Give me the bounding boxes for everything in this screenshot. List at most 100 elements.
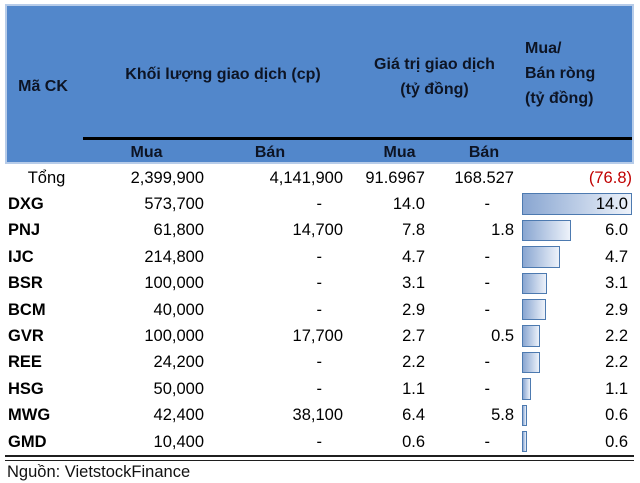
value-sell-cell: - xyxy=(484,247,491,266)
subheader-value-buy: Mua xyxy=(383,144,416,161)
net-bar xyxy=(522,404,527,426)
value-sell-cell: - xyxy=(484,274,491,293)
value-sell-cell: 5.8 xyxy=(491,406,514,425)
volume-buy-cell: 40,000 xyxy=(153,300,204,319)
value-buy-cell: 6.4 xyxy=(402,406,425,425)
net-value: 14.0 xyxy=(595,195,628,214)
net-value: 2.9 xyxy=(605,300,628,319)
value-buy-cell: 91.6967 xyxy=(365,168,425,187)
value-sell-cell: - xyxy=(484,195,491,214)
net-value: 2.2 xyxy=(605,327,628,346)
table-row: PNJ 61,800 14,700 7.8 1.8 6.0 xyxy=(5,218,634,244)
value-buy-cell: 2.9 xyxy=(402,300,425,319)
volume-buy-cell: 10,400 xyxy=(153,432,204,451)
value-sell-cell: - xyxy=(484,379,491,398)
table-row: GMD 10,400 - 0.6 - 0.6 xyxy=(5,429,634,455)
table-row: BCM 40,000 - 2.9 - 2.9 xyxy=(5,297,634,323)
column-header-value-line2: (tỷ đồng) xyxy=(400,81,469,98)
stock-code: GMD xyxy=(8,432,47,451)
net-bar xyxy=(522,246,561,268)
net-value: 1.1 xyxy=(605,379,628,398)
value-buy-cell: 1.1 xyxy=(402,379,425,398)
net-bar xyxy=(522,351,540,374)
value-buy-cell: 4.7 xyxy=(402,247,425,266)
net-cell: 2.2 xyxy=(520,350,634,376)
column-header-net-line3: (tỷ đồng) xyxy=(525,90,594,107)
stock-code: GVR xyxy=(8,327,44,346)
volume-buy-cell: 100,000 xyxy=(144,327,204,346)
stock-code: MWG xyxy=(8,406,51,425)
volume-sell-cell: - xyxy=(316,247,323,266)
column-header-net-group: Mua/ Bán ròng (tỷ đồng) xyxy=(525,36,631,111)
table-row: GVR 100,000 17,700 2.7 0.5 2.2 xyxy=(5,323,634,349)
stock-code: BSR xyxy=(8,274,43,293)
value-sell-cell: 1.8 xyxy=(491,221,514,240)
volume-sell-cell: - xyxy=(316,353,323,372)
net-cell: 0.6 xyxy=(520,403,634,429)
subheader-volume-buy: Mua xyxy=(130,144,163,161)
volume-buy-cell: 573,700 xyxy=(144,195,204,214)
net-cell: 2.9 xyxy=(520,297,634,323)
column-header-net-line1: Mua/ xyxy=(525,40,562,57)
value-sell-cell: 0.5 xyxy=(491,327,514,346)
volume-sell-cell: 4,141,900 xyxy=(269,168,343,187)
table-row: MWG 42,400 38,100 6.4 5.8 0.6 xyxy=(5,403,634,429)
net-value: 4.7 xyxy=(605,247,628,266)
net-cell: 4.7 xyxy=(520,244,634,270)
table-row: REE 24,200 - 2.2 - 2.2 xyxy=(5,350,634,376)
net-cell: 6.0 xyxy=(520,218,634,244)
table-row: DXG 573,700 - 14.0 - 14.0 xyxy=(5,191,634,217)
volume-buy-cell: 100,000 xyxy=(144,274,204,293)
table-body: Tổng 2,399,900 4,141,900 91.6967 168.527… xyxy=(5,165,634,455)
value-buy-cell: 2.7 xyxy=(402,327,425,346)
net-value: 0.6 xyxy=(605,432,628,451)
stock-code: PNJ xyxy=(8,221,41,240)
stock-code: DXG xyxy=(8,195,44,214)
net-value: 2.2 xyxy=(605,353,628,372)
table-bottom-double-rule xyxy=(5,455,634,461)
source-note: Nguồn: VietstockFinance xyxy=(7,463,191,481)
net-bar xyxy=(522,378,531,400)
volume-sell-cell: 17,700 xyxy=(292,327,343,346)
net-bar xyxy=(522,430,527,453)
volume-sell-cell: - xyxy=(316,379,323,398)
net-value: 3.1 xyxy=(605,274,628,293)
volume-sell-cell: - xyxy=(316,300,323,319)
net-bar xyxy=(522,298,546,321)
volume-sell-cell: 38,100 xyxy=(292,406,343,425)
value-buy-cell: 7.8 xyxy=(402,221,425,240)
net-value: 6.0 xyxy=(605,221,628,240)
value-sell-cell: 168.527 xyxy=(454,168,514,187)
stock-code: HSG xyxy=(8,379,44,398)
volume-buy-cell: 214,800 xyxy=(144,247,204,266)
table-row: BSR 100,000 - 3.1 - 3.1 xyxy=(5,271,634,297)
subheader-volume-sell: Bán xyxy=(254,144,286,161)
stock-code: BCM xyxy=(8,300,46,319)
column-header-stock-code: Mã CK xyxy=(18,78,68,95)
volume-buy-cell: 2,399,900 xyxy=(130,168,204,187)
net-cell: 0.6 xyxy=(520,429,634,455)
net-cell: (76.8) xyxy=(520,165,634,191)
volume-buy-cell: 24,200 xyxy=(153,353,204,372)
table-row-total: Tổng 2,399,900 4,141,900 91.6967 168.527… xyxy=(5,165,634,191)
table-header: Mã CK Khối lượng giao dịch (cp) Giá trị … xyxy=(5,4,634,164)
stock-code: REE xyxy=(8,353,42,372)
value-sell-cell: - xyxy=(484,353,491,372)
stock-code: IJC xyxy=(8,247,34,266)
column-header-value-line1: Giá trị giao dịch xyxy=(374,56,495,73)
table-row: HSG 50,000 - 1.1 - 1.1 xyxy=(5,376,634,402)
column-header-net-line2: Bán ròng xyxy=(525,65,596,82)
volume-sell-cell: - xyxy=(316,195,323,214)
volume-sell-cell: 14,700 xyxy=(292,221,343,240)
net-cell: 3.1 xyxy=(520,271,634,297)
value-sell-cell: - xyxy=(484,432,491,451)
value-sell-cell: - xyxy=(484,300,491,319)
column-header-volume-group: Khối lượng giao dịch (cp) xyxy=(125,66,321,83)
subheader-value-sell: Bán xyxy=(468,144,500,161)
row-label: Tổng xyxy=(27,168,66,187)
volume-buy-cell: 61,800 xyxy=(153,221,204,240)
net-value: 0.6 xyxy=(605,406,628,425)
net-value: (76.8) xyxy=(588,168,632,187)
net-bar xyxy=(522,272,548,294)
